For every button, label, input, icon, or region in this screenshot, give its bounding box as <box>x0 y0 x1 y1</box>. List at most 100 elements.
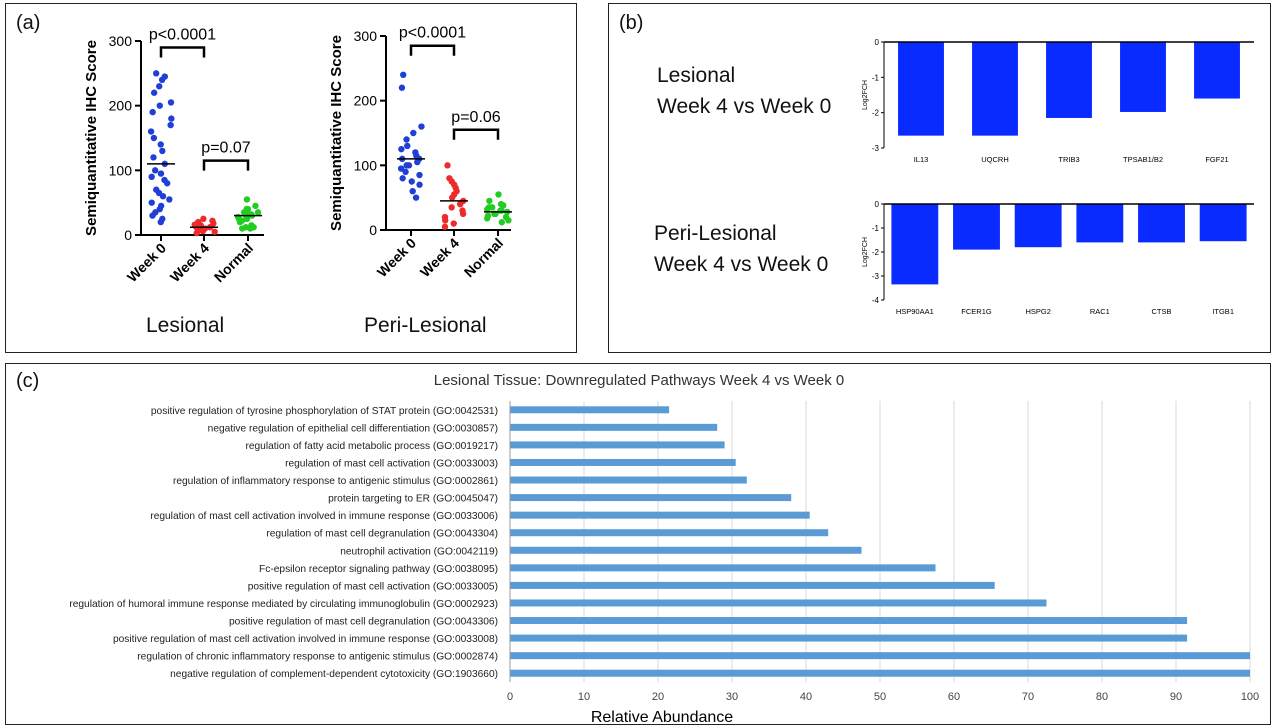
y-tick-label: 200 <box>109 98 133 114</box>
chart-b-peri-lesional: 0 -1 -2 -3 -4 Log2FCH HSP90AA1 FCER1G HSPG2 RAC1 C… <box>862 200 1254 316</box>
data-point <box>242 224 250 231</box>
bar <box>510 476 747 484</box>
y-axis-label: Log2FCH <box>862 80 869 110</box>
data-point <box>403 162 410 169</box>
bar <box>510 652 1250 660</box>
bar <box>891 204 939 285</box>
data-point <box>441 223 449 230</box>
x-tick-label: TRIB3 <box>1058 155 1079 164</box>
bar <box>972 42 1018 136</box>
data-point <box>485 204 493 211</box>
significance-week4-normal-label: p=0.07 <box>201 140 250 157</box>
data-point <box>416 181 423 188</box>
bar <box>510 599 1047 607</box>
bar <box>1014 204 1062 248</box>
data-point <box>195 218 202 226</box>
y-axis-label: Semiquantitative IHC Score <box>83 40 100 236</box>
chart-b-lesional: 0 -1 -2 -3 Log2FCH IL13 UQCRH TRIB3 TPSAB1/B2 FGF… <box>862 38 1254 164</box>
y-tick-label: 100 <box>109 162 133 178</box>
data-point <box>486 197 493 205</box>
y-tick-label: -3 <box>872 272 880 281</box>
category-label: negative regulation of epithelial cell d… <box>208 423 498 434</box>
data-point <box>209 217 216 224</box>
data-point <box>161 176 168 184</box>
data-point <box>459 207 466 214</box>
category-label: regulation of humoral immune response me… <box>69 599 498 610</box>
data-point <box>157 170 165 177</box>
data-point <box>150 154 157 161</box>
data-point <box>168 115 175 122</box>
bar <box>510 634 1188 642</box>
y-tick-label: -1 <box>872 224 880 233</box>
data-point <box>159 147 166 155</box>
bar <box>510 511 810 519</box>
bar <box>1076 204 1124 243</box>
data-point <box>147 128 155 135</box>
x-tick-label: FGF21 <box>1205 155 1228 164</box>
peri-line-2: Week 4 vs Week 0 <box>654 253 829 276</box>
data-point <box>157 141 164 148</box>
lesional-title: Lesional <box>146 314 225 337</box>
category-label: positive regulation of tyrosine phosphor… <box>151 406 498 417</box>
x-tick-label: 40 <box>800 691 812 703</box>
data-point <box>441 213 449 221</box>
bar <box>510 564 936 572</box>
bar <box>1120 42 1166 112</box>
x-tick-label: FCER1G <box>961 307 992 316</box>
chart-title: Lesional Tissue: Downregulated Pathways … <box>434 372 845 389</box>
bar <box>510 441 725 449</box>
significance-week4-normal-bracket <box>452 128 500 140</box>
category-label: regulation of mast cell activation (GO:0… <box>285 458 498 469</box>
y-tick-label: -3 <box>872 144 880 153</box>
data-point <box>399 175 406 182</box>
bar <box>953 204 1000 250</box>
data-point <box>149 108 156 116</box>
data-point <box>254 209 262 216</box>
category-label: regulation of chronic inflammatory respo… <box>137 652 498 663</box>
x-tick-label: UQCRH <box>981 155 1009 164</box>
significance-week0-week4-bracket <box>409 44 456 56</box>
bar <box>510 494 792 502</box>
bar <box>510 529 829 537</box>
x-tick-label: CTSB <box>1151 307 1171 316</box>
data-point <box>403 136 410 143</box>
data-point <box>444 162 451 169</box>
data-point <box>397 165 405 172</box>
category-label: regulation of inflammatory response to a… <box>173 476 498 487</box>
x-tick-label: TPSAB1/B2 <box>1123 155 1163 164</box>
x-tick-label: RAC1 <box>1090 307 1110 316</box>
data-point <box>150 134 158 142</box>
x-tick-label: Week 4 <box>417 235 462 280</box>
data-point <box>404 142 411 150</box>
peri-line-1: Peri-Lesional <box>654 222 777 245</box>
significance-week4-normal-label: p=0.06 <box>451 109 500 126</box>
category-label: positive regulation of mast cell activat… <box>113 634 498 645</box>
bar <box>510 669 1250 677</box>
bar <box>510 458 736 466</box>
x-tick-label: 90 <box>1170 691 1182 703</box>
data-point <box>410 129 417 137</box>
category-label: positive regulation of mast cell degranu… <box>229 617 498 628</box>
data-point <box>412 194 420 201</box>
y-tick-label: -2 <box>872 248 880 257</box>
y-axis-label: Log2FCH <box>862 237 869 267</box>
x-axis-label: Relative Abundance <box>591 709 733 726</box>
data-point <box>151 167 159 174</box>
y-tick-label: 0 <box>875 200 880 209</box>
x-tick-label: 100 <box>1241 691 1259 703</box>
bar <box>898 42 944 136</box>
data-point <box>152 70 160 77</box>
x-tick-label: 30 <box>726 691 738 703</box>
data-point <box>148 199 155 206</box>
bar <box>510 406 670 414</box>
data-point <box>448 204 455 211</box>
significance-week0-week4-label: p<0.0001 <box>399 25 466 42</box>
data-point <box>248 222 255 229</box>
data-point <box>398 84 406 91</box>
data-point <box>211 228 218 235</box>
x-tick-label: 80 <box>1096 691 1108 703</box>
bar <box>1194 42 1240 99</box>
data-point <box>484 212 492 219</box>
x-tick-label: HSP90AA1 <box>896 307 934 316</box>
data-point <box>450 220 457 227</box>
